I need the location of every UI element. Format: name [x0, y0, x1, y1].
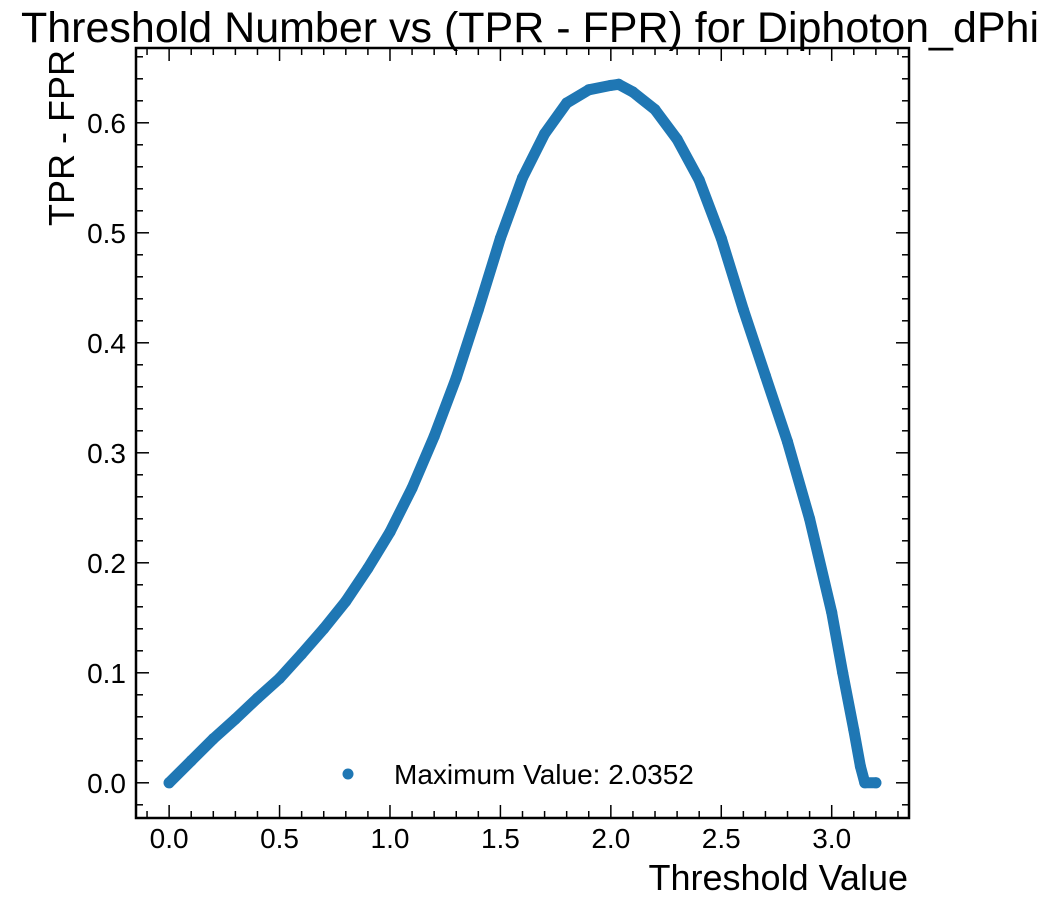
- x-axis-label: Threshold Value: [649, 857, 909, 898]
- plot-frame: [134, 46, 911, 820]
- y-tick-label: 0.2: [87, 548, 126, 579]
- x-tick-label: 3.0: [812, 823, 851, 854]
- y-tick-label: 0.1: [87, 658, 126, 689]
- y-tick-label: 0.3: [87, 438, 126, 469]
- x-tick-label: 2.5: [702, 823, 741, 854]
- data-points: [163, 78, 882, 789]
- x-tick-label: 2.0: [591, 823, 630, 854]
- x-tick-label: 1.5: [481, 823, 520, 854]
- y-axis-label: TPR - FPR: [41, 50, 82, 226]
- x-tick-label: 0.5: [260, 823, 299, 854]
- x-tick-label: 0.0: [150, 823, 189, 854]
- x-tick-label: 1.0: [371, 823, 410, 854]
- y-tick-label: 0.0: [87, 768, 126, 799]
- legend: Maximum Value: 2.0352: [342, 759, 694, 790]
- y-tick-label: 0.6: [87, 108, 126, 139]
- series-line: [163, 78, 882, 789]
- chart-title: Threshold Number vs (TPR - FPR) for Diph…: [21, 4, 1039, 52]
- legend-label: Maximum Value: 2.0352: [394, 759, 694, 790]
- y-tick-label: 0.5: [87, 218, 126, 249]
- legend-marker: [342, 768, 354, 780]
- y-tick-label: 0.4: [87, 328, 126, 359]
